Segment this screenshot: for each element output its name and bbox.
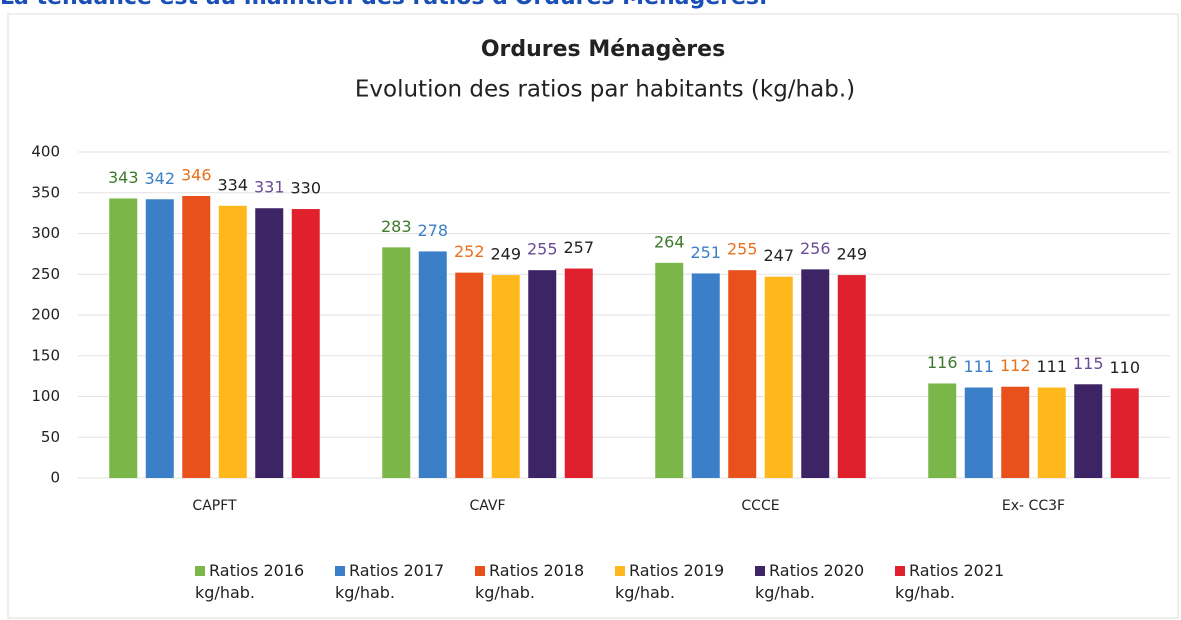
data-label: 334 [217, 175, 248, 194]
data-label: 278 [417, 221, 448, 240]
legend-item: Ratios 2020 kg/hab. [755, 560, 873, 604]
bar [291, 209, 320, 479]
legend-label: Ratios 2020 kg/hab. [755, 561, 865, 602]
legend-label: Ratios 2018 kg/hab. [475, 561, 585, 602]
bar [418, 251, 447, 478]
data-label: 342 [144, 169, 175, 188]
y-tick-label: 300 [31, 224, 60, 242]
bar [728, 270, 757, 478]
data-label: 252 [454, 242, 485, 261]
data-label: 247 [763, 246, 794, 265]
legend-item: Ratios 2017 kg/hab. [335, 560, 453, 604]
bar [145, 199, 174, 478]
bar [801, 269, 830, 478]
chart-subtitle: Evolution des ratios par habitants (kg/h… [355, 77, 855, 103]
legend-item: Ratios 2019 kg/hab. [615, 560, 733, 604]
y-tick-label: 200 [31, 306, 60, 324]
frame [7, 13, 1179, 619]
data-label: 115 [1073, 354, 1104, 373]
bar [691, 273, 720, 478]
data-label: 255 [727, 240, 758, 259]
bar [1001, 386, 1030, 478]
data-label: 112 [1000, 356, 1031, 375]
legend-item: Ratios 2018 kg/hab. [475, 560, 593, 604]
y-tick-label: 50 [41, 428, 60, 446]
x-tick-label: CAVF [469, 498, 505, 514]
legend-label: Ratios 2019 kg/hab. [615, 561, 725, 602]
legend-item: Ratios 2021 kg/hab. [895, 560, 1013, 604]
legend-label: Ratios 2021 kg/hab. [895, 561, 1005, 602]
legend-swatch [755, 566, 765, 576]
bar [109, 198, 138, 478]
legend-label: Ratios 2016 kg/hab. [195, 561, 305, 602]
bar [1074, 384, 1103, 478]
y-tick-label: 0 [50, 469, 60, 487]
bar [491, 275, 520, 478]
data-label: 257 [563, 238, 594, 257]
bar [1110, 388, 1139, 478]
data-label: 331 [254, 178, 285, 197]
legend-item: Ratios 2016 kg/hab. [195, 560, 313, 604]
bar [564, 268, 593, 478]
bar [255, 208, 284, 479]
data-label: 255 [527, 240, 558, 259]
x-tick-label: Ex- CC3F [1002, 498, 1065, 514]
bar [928, 383, 957, 478]
data-label: 343 [108, 168, 139, 187]
chart-title: Ordures Ménagères [481, 37, 725, 62]
bar [764, 276, 793, 478]
bar [182, 196, 211, 478]
legend-swatch [195, 566, 205, 576]
x-tick-label: CCCE [741, 498, 779, 514]
data-label: 251 [690, 243, 721, 262]
y-tick-label: 350 [31, 183, 60, 201]
bar [382, 247, 411, 478]
bar [1037, 387, 1066, 478]
y-tick-label: 250 [31, 265, 60, 283]
data-label: 116 [927, 353, 958, 372]
data-label: 111 [963, 357, 994, 376]
data-label: 249 [490, 245, 521, 264]
y-tick-label: 400 [31, 143, 60, 161]
x-tick-label: CAPFT [192, 498, 237, 514]
data-label: 256 [800, 239, 831, 258]
bar [964, 387, 993, 478]
bar [528, 270, 557, 478]
data-label: 110 [1109, 358, 1140, 377]
bar [455, 272, 484, 478]
data-label: 346 [181, 166, 212, 185]
data-label: 330 [290, 179, 321, 198]
legend-swatch [615, 566, 625, 576]
header: La tendance est au maintien des ratios d… [0, 0, 767, 10]
y-tick-label: 100 [31, 387, 60, 405]
data-label: 264 [654, 232, 685, 251]
bar [655, 262, 684, 478]
y-tick-label: 150 [31, 346, 60, 364]
bar [218, 205, 247, 479]
data-label: 111 [1036, 357, 1067, 376]
legend-swatch [475, 566, 485, 576]
legend-swatch [895, 566, 905, 576]
bar [837, 275, 866, 478]
legend-swatch [335, 566, 345, 576]
data-label: 249 [836, 245, 867, 264]
legend-label: Ratios 2017 kg/hab. [335, 561, 445, 602]
data-label: 283 [381, 217, 412, 236]
